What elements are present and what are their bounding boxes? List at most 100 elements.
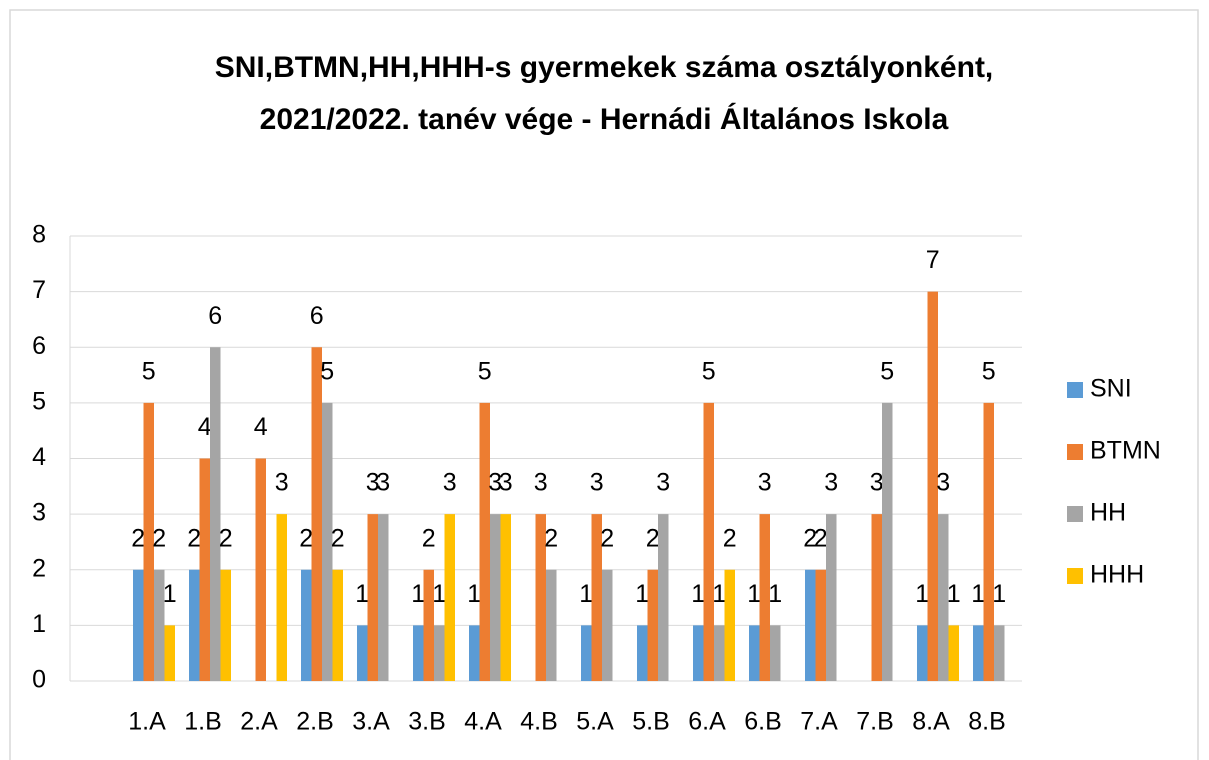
bar [500,514,511,681]
bar [210,347,221,681]
data-label: 1 [691,580,705,608]
bar [983,402,994,681]
data-label: 1 [432,580,446,608]
data-label: 2 [646,524,660,552]
data-label: 5 [702,357,716,385]
bar [423,569,434,681]
data-label: 3 [275,469,289,497]
data-label: 3 [824,469,838,497]
data-label: 1 [915,580,929,608]
x-tick-label: 8.B [968,708,1006,736]
x-tick-label: 3.B [408,708,446,736]
bar [770,625,781,681]
data-label: 2 [814,524,828,552]
legend-label: SNI [1090,375,1132,403]
data-label: 5 [142,357,156,385]
data-label: 3 [870,469,884,497]
x-tick-label: 5.A [576,708,614,736]
data-label: 7 [926,246,940,274]
x-tick-label: 4.B [520,708,558,736]
bar [938,514,949,681]
data-label: 3 [590,469,604,497]
bar [724,569,735,681]
data-label: 2 [219,524,233,552]
bar [658,514,669,681]
bar [189,569,200,681]
bar [815,569,826,681]
y-tick-label: 1 [32,610,46,638]
legend-label: BTMN [1090,437,1161,465]
x-tick-label: 4.A [464,708,502,736]
data-label: 2 [803,524,817,552]
bar [255,458,266,681]
chart-title: SNI,BTMN,HH,HHH-s gyermekek száma osztál… [214,51,994,136]
data-label: 5 [478,357,492,385]
data-label: 1 [971,580,985,608]
bar [469,625,480,681]
data-label: 2 [331,524,345,552]
data-label: 3 [499,469,513,497]
bar [581,625,592,681]
y-tick-label: 6 [32,332,46,360]
x-tick-label: 5.B [632,708,670,736]
data-label: 2 [299,524,313,552]
bar [276,514,287,681]
data-label: 1 [635,580,649,608]
bar [220,569,231,681]
bar [591,514,602,681]
x-tick-label: 1.A [128,708,166,736]
x-tick-label: 2.A [240,708,278,736]
data-label: 2 [131,524,145,552]
data-label: 3 [443,469,457,497]
bar [357,625,368,681]
bar [199,458,210,681]
legend-label: HHH [1090,561,1144,589]
y-tick-label: 7 [32,276,46,304]
bar [413,625,424,681]
bar [805,569,816,681]
data-label: 4 [254,413,268,441]
bar [637,625,648,681]
y-tick-label: 4 [32,443,46,471]
data-label: 3 [758,469,772,497]
bar [434,625,445,681]
data-label: 3 [534,469,548,497]
data-label: 1 [992,580,1006,608]
legend-swatch [1067,444,1083,460]
data-label: 2 [600,524,614,552]
data-label: 1 [747,580,761,608]
bar [948,625,959,681]
data-label: 1 [163,580,177,608]
bar [301,569,312,681]
x-tick-label: 6.B [744,708,782,736]
bar [367,514,378,681]
data-label: 3 [488,469,502,497]
bar [546,569,557,681]
bar [882,402,893,681]
bar [871,514,882,681]
data-label: 1 [579,580,593,608]
data-label: 3 [376,469,390,497]
data-label: 5 [982,357,996,385]
data-label: 5 [880,357,894,385]
bar [693,625,704,681]
data-label: 2 [152,524,166,552]
y-tick-label: 5 [32,387,46,415]
bar [714,625,725,681]
bar [133,569,144,681]
data-label: 3 [936,469,950,497]
data-label: 2 [422,524,436,552]
bar [479,402,490,681]
bar [994,625,1005,681]
data-label: 1 [947,580,961,608]
bar [602,569,613,681]
data-label: 1 [355,580,369,608]
bar [973,625,984,681]
x-tick-label: 3.A [352,708,390,736]
data-label: 2 [187,524,201,552]
x-tick-label: 8.A [912,708,950,736]
y-tick-label: 8 [32,221,46,249]
data-label: 1 [467,580,481,608]
data-label: 3 [366,469,380,497]
